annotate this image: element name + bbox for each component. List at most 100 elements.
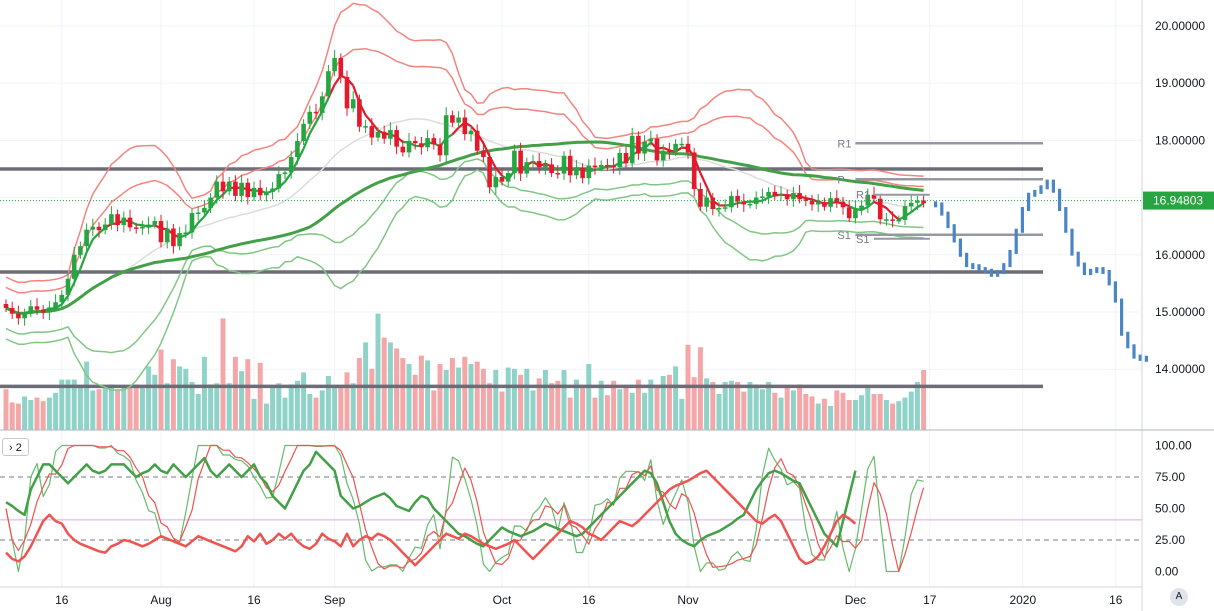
candle-body[interactable] xyxy=(493,177,499,188)
candle-body[interactable] xyxy=(251,187,257,198)
candle-body[interactable] xyxy=(357,99,362,127)
candle-body[interactable] xyxy=(462,117,468,135)
candle-body[interactable] xyxy=(859,205,864,210)
candle-body[interactable] xyxy=(549,164,554,174)
candle-body[interactable] xyxy=(412,140,418,144)
candle-body[interactable] xyxy=(202,207,207,213)
candle-body[interactable] xyxy=(71,254,77,279)
candle-body[interactable] xyxy=(307,111,313,124)
candle-body[interactable] xyxy=(443,115,449,156)
candle-body[interactable] xyxy=(84,229,89,247)
candle-body[interactable] xyxy=(871,194,877,199)
candle-body[interactable] xyxy=(921,200,926,204)
candle-body[interactable] xyxy=(121,217,127,226)
candle-body[interactable] xyxy=(828,198,833,207)
candle-body[interactable] xyxy=(189,213,195,233)
candle-body[interactable] xyxy=(574,167,579,176)
candle-body[interactable] xyxy=(605,164,610,167)
candle-body[interactable] xyxy=(729,195,734,208)
candle-body[interactable] xyxy=(363,126,368,128)
candle-body[interactable] xyxy=(555,173,561,175)
candle-body[interactable] xyxy=(313,111,319,114)
candle-body[interactable] xyxy=(195,212,201,214)
candle-body[interactable] xyxy=(22,313,27,319)
candle-body[interactable] xyxy=(629,135,635,164)
candle-body[interactable] xyxy=(233,181,238,196)
candle-body[interactable] xyxy=(326,71,331,97)
candle-body[interactable] xyxy=(65,278,71,295)
candle-body[interactable] xyxy=(419,143,424,148)
candle-body[interactable] xyxy=(660,150,666,161)
candle-body[interactable] xyxy=(766,191,771,197)
candle-body[interactable] xyxy=(586,165,592,179)
candle-body[interactable] xyxy=(518,150,523,174)
candle-body[interactable] xyxy=(474,130,480,151)
candle-body[interactable] xyxy=(152,221,158,225)
candle-body[interactable] xyxy=(481,150,486,157)
candle-body[interactable] xyxy=(735,195,740,202)
candle-body[interactable] xyxy=(815,202,821,205)
candle-body[interactable] xyxy=(902,206,908,220)
candle-body[interactable] xyxy=(90,226,96,230)
candle-body[interactable] xyxy=(102,224,108,231)
candle-body[interactable] xyxy=(580,167,585,179)
candle-body[interactable] xyxy=(245,182,251,198)
candle-body[interactable] xyxy=(648,138,654,142)
candle-body[interactable] xyxy=(778,194,784,196)
candle-body[interactable] xyxy=(133,227,139,229)
candle-body[interactable] xyxy=(375,131,381,138)
candle-body[interactable] xyxy=(797,193,802,200)
candle-body[interactable] xyxy=(28,306,34,314)
candle-body[interactable] xyxy=(78,246,83,255)
candle-body[interactable] xyxy=(220,181,226,192)
candle-body[interactable] xyxy=(394,130,399,147)
candle-body[interactable] xyxy=(406,140,412,153)
candle-body[interactable] xyxy=(140,226,145,229)
candle-body[interactable] xyxy=(611,165,616,168)
candle-body[interactable] xyxy=(642,141,647,154)
candle-body[interactable] xyxy=(524,162,530,174)
candle-body[interactable] xyxy=(450,115,455,123)
candle-body[interactable] xyxy=(214,181,220,198)
candle-body[interactable] xyxy=(338,58,344,77)
candle-body[interactable] xyxy=(505,173,511,182)
candle-body[interactable] xyxy=(654,138,660,161)
candle-body[interactable] xyxy=(226,181,232,192)
candle-body[interactable] xyxy=(369,126,375,138)
stochastic-pane[interactable] xyxy=(0,444,1142,573)
candle-body[interactable] xyxy=(177,233,182,247)
candle-body[interactable] xyxy=(431,138,437,145)
candle-body[interactable] xyxy=(543,164,548,168)
candle-body[interactable] xyxy=(350,99,356,109)
candle-body[interactable] xyxy=(679,143,685,146)
candle-body[interactable] xyxy=(747,203,753,206)
candle-body[interactable] xyxy=(276,174,282,189)
candle-body[interactable] xyxy=(791,193,796,200)
candle-body[interactable] xyxy=(704,197,709,207)
candle-body[interactable] xyxy=(803,199,809,202)
candle-body[interactable] xyxy=(16,313,21,319)
candle-body[interactable] xyxy=(698,189,703,207)
candle-body[interactable] xyxy=(710,197,716,210)
candle-body[interactable] xyxy=(400,146,406,153)
candle-body[interactable] xyxy=(716,207,722,210)
candle-body[interactable] xyxy=(536,160,542,168)
candle-body[interactable] xyxy=(146,224,151,227)
candle-body[interactable] xyxy=(846,207,852,219)
candle-body[interactable] xyxy=(59,294,65,303)
candle-body[interactable] xyxy=(468,130,474,135)
candle-body[interactable] xyxy=(47,307,52,313)
candle-body[interactable] xyxy=(301,123,306,141)
candle-body[interactable] xyxy=(332,58,337,72)
candle-body[interactable] xyxy=(685,143,691,153)
pane-toggle-button[interactable]: › 2 xyxy=(2,438,29,456)
candle-body[interactable] xyxy=(617,152,623,168)
candle-body[interactable] xyxy=(183,232,189,234)
candle-body[interactable] xyxy=(288,156,294,173)
candle-body[interactable] xyxy=(512,150,517,174)
candle-body[interactable] xyxy=(53,302,58,308)
candle-body[interactable] xyxy=(282,172,288,175)
candle-body[interactable] xyxy=(499,177,505,182)
candle-body[interactable] xyxy=(667,150,672,153)
